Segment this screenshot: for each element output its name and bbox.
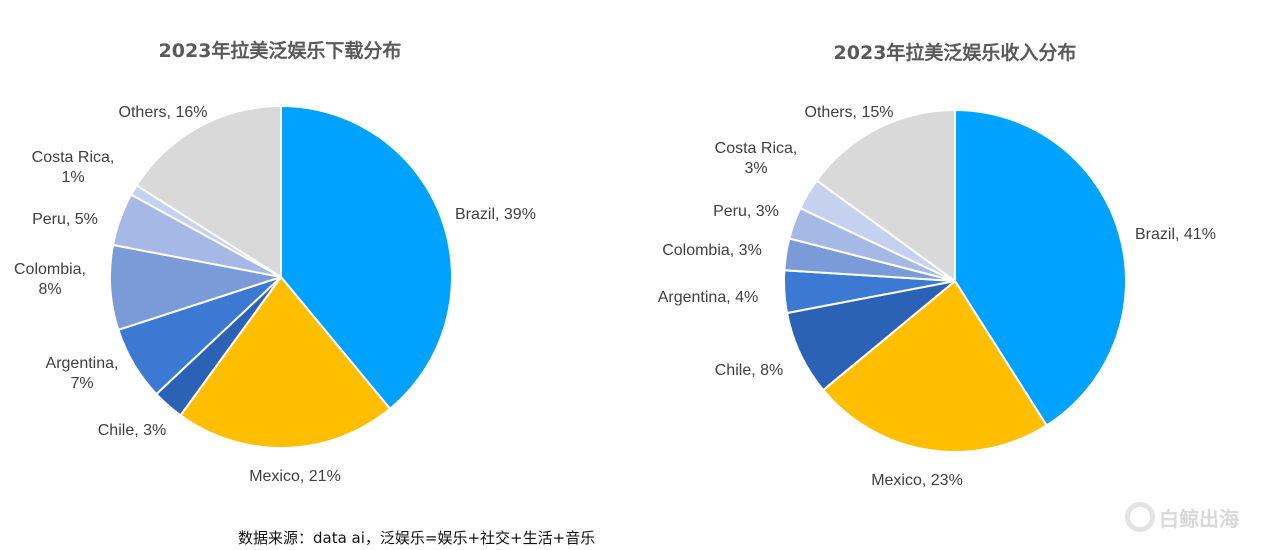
slice-label-colombia: Colombia, 3% bbox=[662, 242, 762, 259]
slice-label-peru: Peru, 5% bbox=[32, 211, 98, 228]
watermark: 白鲸出海 bbox=[1125, 502, 1239, 532]
pie-slice-mexico bbox=[179, 275, 392, 449]
pie-slice-mexico bbox=[821, 279, 1049, 454]
whale-logo-icon bbox=[1125, 502, 1155, 532]
slice-label-mexico: Mexico, 23% bbox=[871, 472, 963, 489]
pie-slice-others bbox=[135, 104, 282, 279]
slice-label-argentina: Argentina, 7% bbox=[46, 355, 119, 392]
slice-label-argentina: Argentina, 4% bbox=[658, 289, 759, 306]
slice-label-brazil: Brazil, 41% bbox=[1135, 226, 1216, 243]
slice-label-brazil: Brazil, 39% bbox=[455, 206, 536, 223]
chart-title-downloads: 2023年拉美泛娱乐下载分布 bbox=[158, 40, 402, 62]
pie-slice-others bbox=[815, 108, 956, 283]
slice-label-peru: Peru, 3% bbox=[713, 203, 779, 220]
slice-label-chile: Chile, 8% bbox=[715, 362, 783, 379]
watermark-text: 白鲸出海 bbox=[1159, 506, 1239, 531]
pie-slice-brazil bbox=[280, 104, 454, 411]
slice-label-others: Others, 15% bbox=[805, 104, 894, 121]
slice-label-costa-rica: Costa Rica, 3% bbox=[715, 140, 798, 177]
slice-label-colombia: Colombia, 8% bbox=[14, 261, 86, 298]
source-note: 数据来源：data ai，泛娱乐=娱乐+社交+生活+音乐 bbox=[238, 529, 596, 547]
slice-label-costa-rica: Costa Rica, 1% bbox=[32, 149, 115, 186]
slice-label-chile: Chile, 3% bbox=[98, 422, 166, 439]
chart-title-revenue: 2023年拉美泛娱乐收入分布 bbox=[833, 42, 1077, 64]
slice-label-others: Others, 16% bbox=[119, 104, 208, 121]
slice-label-mexico: Mexico, 21% bbox=[249, 468, 341, 485]
